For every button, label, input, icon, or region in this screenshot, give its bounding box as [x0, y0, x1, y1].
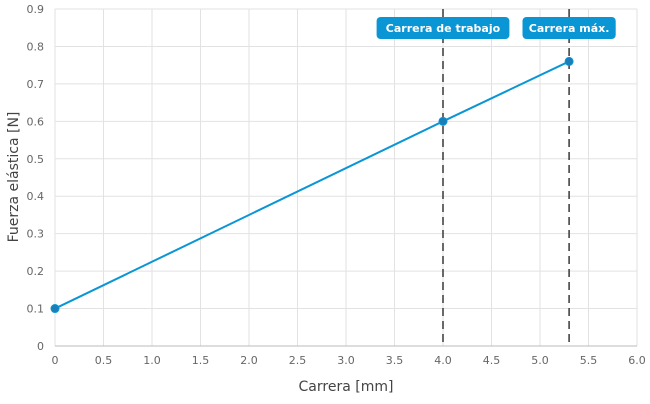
x-axis-ticks: 0 0.5 1.0 1.5 2.0 2.5 3.0 3.5 4.0 4.5 5.0 5.5 6.0 — [52, 354, 646, 367]
x-tick-label: 4.5 — [483, 354, 501, 367]
x-axis-label: Carrera [mm] — [299, 379, 394, 395]
y-tick-label: 0.2 — [27, 265, 45, 278]
data-point — [564, 56, 574, 66]
x-tick-label: 6.0 — [628, 354, 646, 367]
annotation-label-box — [376, 17, 510, 39]
x-tick-label: 1.0 — [143, 354, 161, 367]
y-tick-label: 0 — [37, 340, 44, 353]
data-point — [50, 304, 60, 314]
annotation-label: Carrera de trabajo — [386, 22, 501, 35]
x-tick-label: 3.0 — [337, 354, 355, 367]
y-tick-label: 0.1 — [27, 303, 45, 316]
annotation-label-box — [522, 17, 616, 39]
y-axis-ticks: 0 0.1 0.2 0.3 0.4 0.5 0.6 0.7 0.8 0.9 — [27, 3, 45, 353]
x-tick-label: 1.5 — [192, 354, 210, 367]
x-tick-label: 4.0 — [434, 354, 452, 367]
x-tick-label: 2.5 — [289, 354, 307, 367]
x-tick-label: 0.5 — [95, 354, 113, 367]
y-tick-label: 0.7 — [27, 78, 45, 91]
annotation-label: Carrera máx. — [529, 22, 610, 35]
series — [50, 56, 574, 314]
y-axis-label: Fuerza elástica [N] — [6, 112, 22, 243]
y-tick-label: 0.8 — [27, 40, 45, 53]
x-tick-label: 3.5 — [386, 354, 404, 367]
grid — [54, 8, 638, 347]
y-tick-label: 0.4 — [27, 190, 45, 203]
annotations: Carrera de trabajo Carrera máx. — [376, 9, 616, 346]
x-tick-label: 5.0 — [531, 354, 549, 367]
x-tick-label: 2.0 — [240, 354, 258, 367]
y-tick-label: 0.3 — [27, 228, 45, 241]
x-tick-label: 0 — [52, 354, 59, 367]
y-tick-label: 0.6 — [27, 115, 45, 128]
y-tick-label: 0.5 — [27, 153, 45, 166]
data-point — [438, 116, 448, 126]
y-tick-label: 0.9 — [27, 3, 45, 16]
x-tick-label: 5.5 — [580, 354, 598, 367]
